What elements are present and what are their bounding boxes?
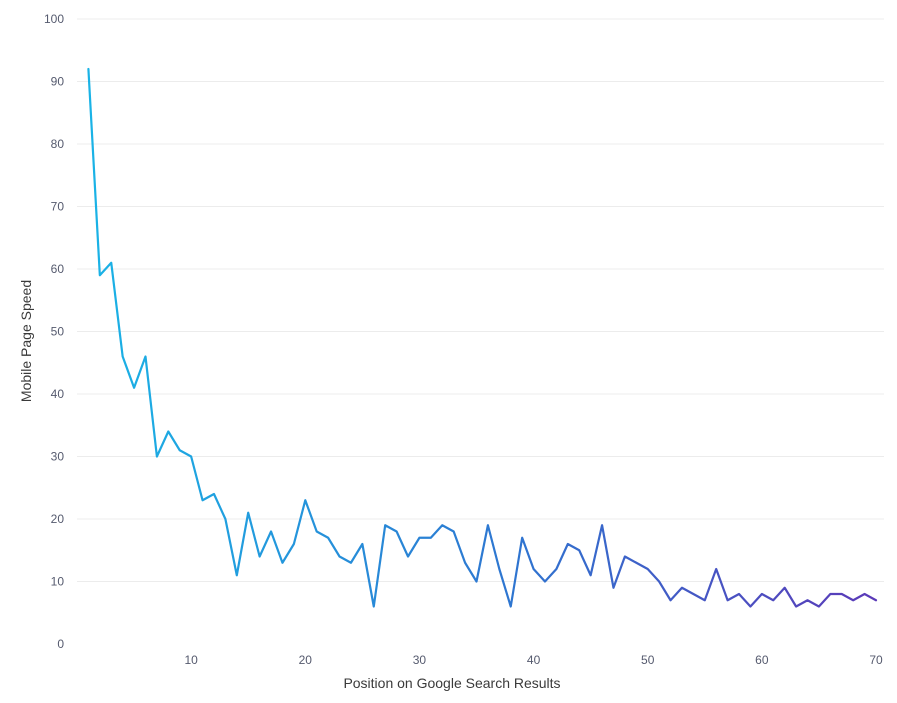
y-tick-label: 10	[51, 575, 65, 589]
data-point[interactable]	[359, 541, 365, 547]
data-point[interactable]	[508, 604, 514, 610]
data-point[interactable]	[645, 566, 651, 572]
data-point[interactable]	[200, 497, 206, 503]
y-tick-label: 0	[57, 637, 64, 651]
data-point[interactable]	[85, 66, 91, 72]
data-point[interactable]	[805, 597, 811, 603]
data-point[interactable]	[279, 560, 285, 566]
y-tick-label: 100	[44, 12, 64, 26]
data-point[interactable]	[873, 597, 879, 603]
data-point[interactable]	[474, 579, 480, 585]
series-layer	[85, 66, 879, 610]
data-point[interactable]	[610, 585, 616, 591]
x-tick-label: 70	[869, 653, 883, 667]
series-line-0	[87, 67, 878, 608]
data-point[interactable]	[713, 566, 719, 572]
y-tick-label: 50	[51, 325, 65, 339]
data-point[interactable]	[337, 554, 343, 560]
x-tick-label: 40	[527, 653, 541, 667]
y-tick-label: 90	[51, 75, 65, 89]
data-point[interactable]	[325, 535, 331, 541]
data-point[interactable]	[816, 604, 822, 610]
data-point[interactable]	[405, 554, 411, 560]
data-point[interactable]	[622, 554, 628, 560]
x-tick-label: 60	[755, 653, 769, 667]
data-point[interactable]	[234, 572, 240, 578]
data-point[interactable]	[451, 529, 457, 535]
data-point[interactable]	[188, 454, 194, 460]
x-tick-label: 50	[641, 653, 655, 667]
data-point[interactable]	[576, 547, 582, 553]
x-axis-label: Position on Google Search Results	[343, 675, 560, 691]
data-point[interactable]	[736, 591, 742, 597]
grid-lines	[77, 18, 884, 582]
data-point[interactable]	[416, 535, 422, 541]
data-point[interactable]	[496, 566, 502, 572]
y-tick-label: 20	[51, 512, 65, 526]
y-tick-label: 40	[51, 387, 65, 401]
y-tick-label: 80	[51, 137, 65, 151]
data-point[interactable]	[668, 597, 674, 603]
data-point[interactable]	[793, 604, 799, 610]
data-point[interactable]	[770, 597, 776, 603]
data-point[interactable]	[679, 585, 685, 591]
data-point[interactable]	[850, 597, 856, 603]
data-point[interactable]	[782, 585, 788, 591]
data-point[interactable]	[245, 510, 251, 516]
data-point[interactable]	[439, 522, 445, 528]
data-point[interactable]	[97, 272, 103, 278]
data-point[interactable]	[268, 529, 274, 535]
data-point[interactable]	[633, 560, 639, 566]
data-point[interactable]	[394, 529, 400, 535]
data-point[interactable]	[120, 354, 126, 360]
data-point[interactable]	[371, 604, 377, 610]
y-axis-ticks: 0 10 20 30 40 50 60 70 80 90 100	[44, 12, 64, 651]
data-point[interactable]	[462, 560, 468, 566]
data-point[interactable]	[599, 522, 605, 528]
data-point[interactable]	[142, 354, 148, 360]
data-point[interactable]	[291, 541, 297, 547]
data-point[interactable]	[348, 560, 354, 566]
x-tick-label: 10	[184, 653, 198, 667]
data-point[interactable]	[382, 522, 388, 528]
data-point[interactable]	[428, 535, 434, 541]
y-tick-label: 30	[51, 450, 65, 464]
x-axis-ticks: 10 20 30 40 50 60 70	[184, 653, 883, 667]
data-point[interactable]	[553, 566, 559, 572]
y-tick-label: 70	[51, 200, 65, 214]
data-point[interactable]	[165, 429, 171, 435]
data-point[interactable]	[154, 454, 160, 460]
data-point[interactable]	[542, 579, 548, 585]
data-point[interactable]	[839, 591, 845, 597]
data-point[interactable]	[588, 572, 594, 578]
y-axis-label: Mobile Page Speed	[18, 280, 34, 402]
data-point[interactable]	[485, 522, 491, 528]
data-point[interactable]	[108, 260, 114, 266]
data-point[interactable]	[702, 597, 708, 603]
x-tick-label: 30	[413, 653, 427, 667]
data-point[interactable]	[519, 535, 525, 541]
data-point[interactable]	[257, 554, 263, 560]
data-point[interactable]	[862, 591, 868, 597]
data-point[interactable]	[690, 591, 696, 597]
data-point[interactable]	[177, 447, 183, 453]
x-tick-label: 20	[299, 653, 313, 667]
data-point[interactable]	[565, 541, 571, 547]
data-point[interactable]	[531, 566, 537, 572]
data-point[interactable]	[302, 497, 308, 503]
data-point[interactable]	[222, 516, 228, 522]
data-point[interactable]	[131, 385, 137, 391]
data-point[interactable]	[314, 529, 320, 535]
y-tick-label: 60	[51, 262, 65, 276]
data-point[interactable]	[759, 591, 765, 597]
data-point[interactable]	[827, 591, 833, 597]
data-point[interactable]	[211, 491, 217, 497]
data-point[interactable]	[656, 579, 662, 585]
data-point[interactable]	[725, 597, 731, 603]
data-point[interactable]	[747, 604, 753, 610]
